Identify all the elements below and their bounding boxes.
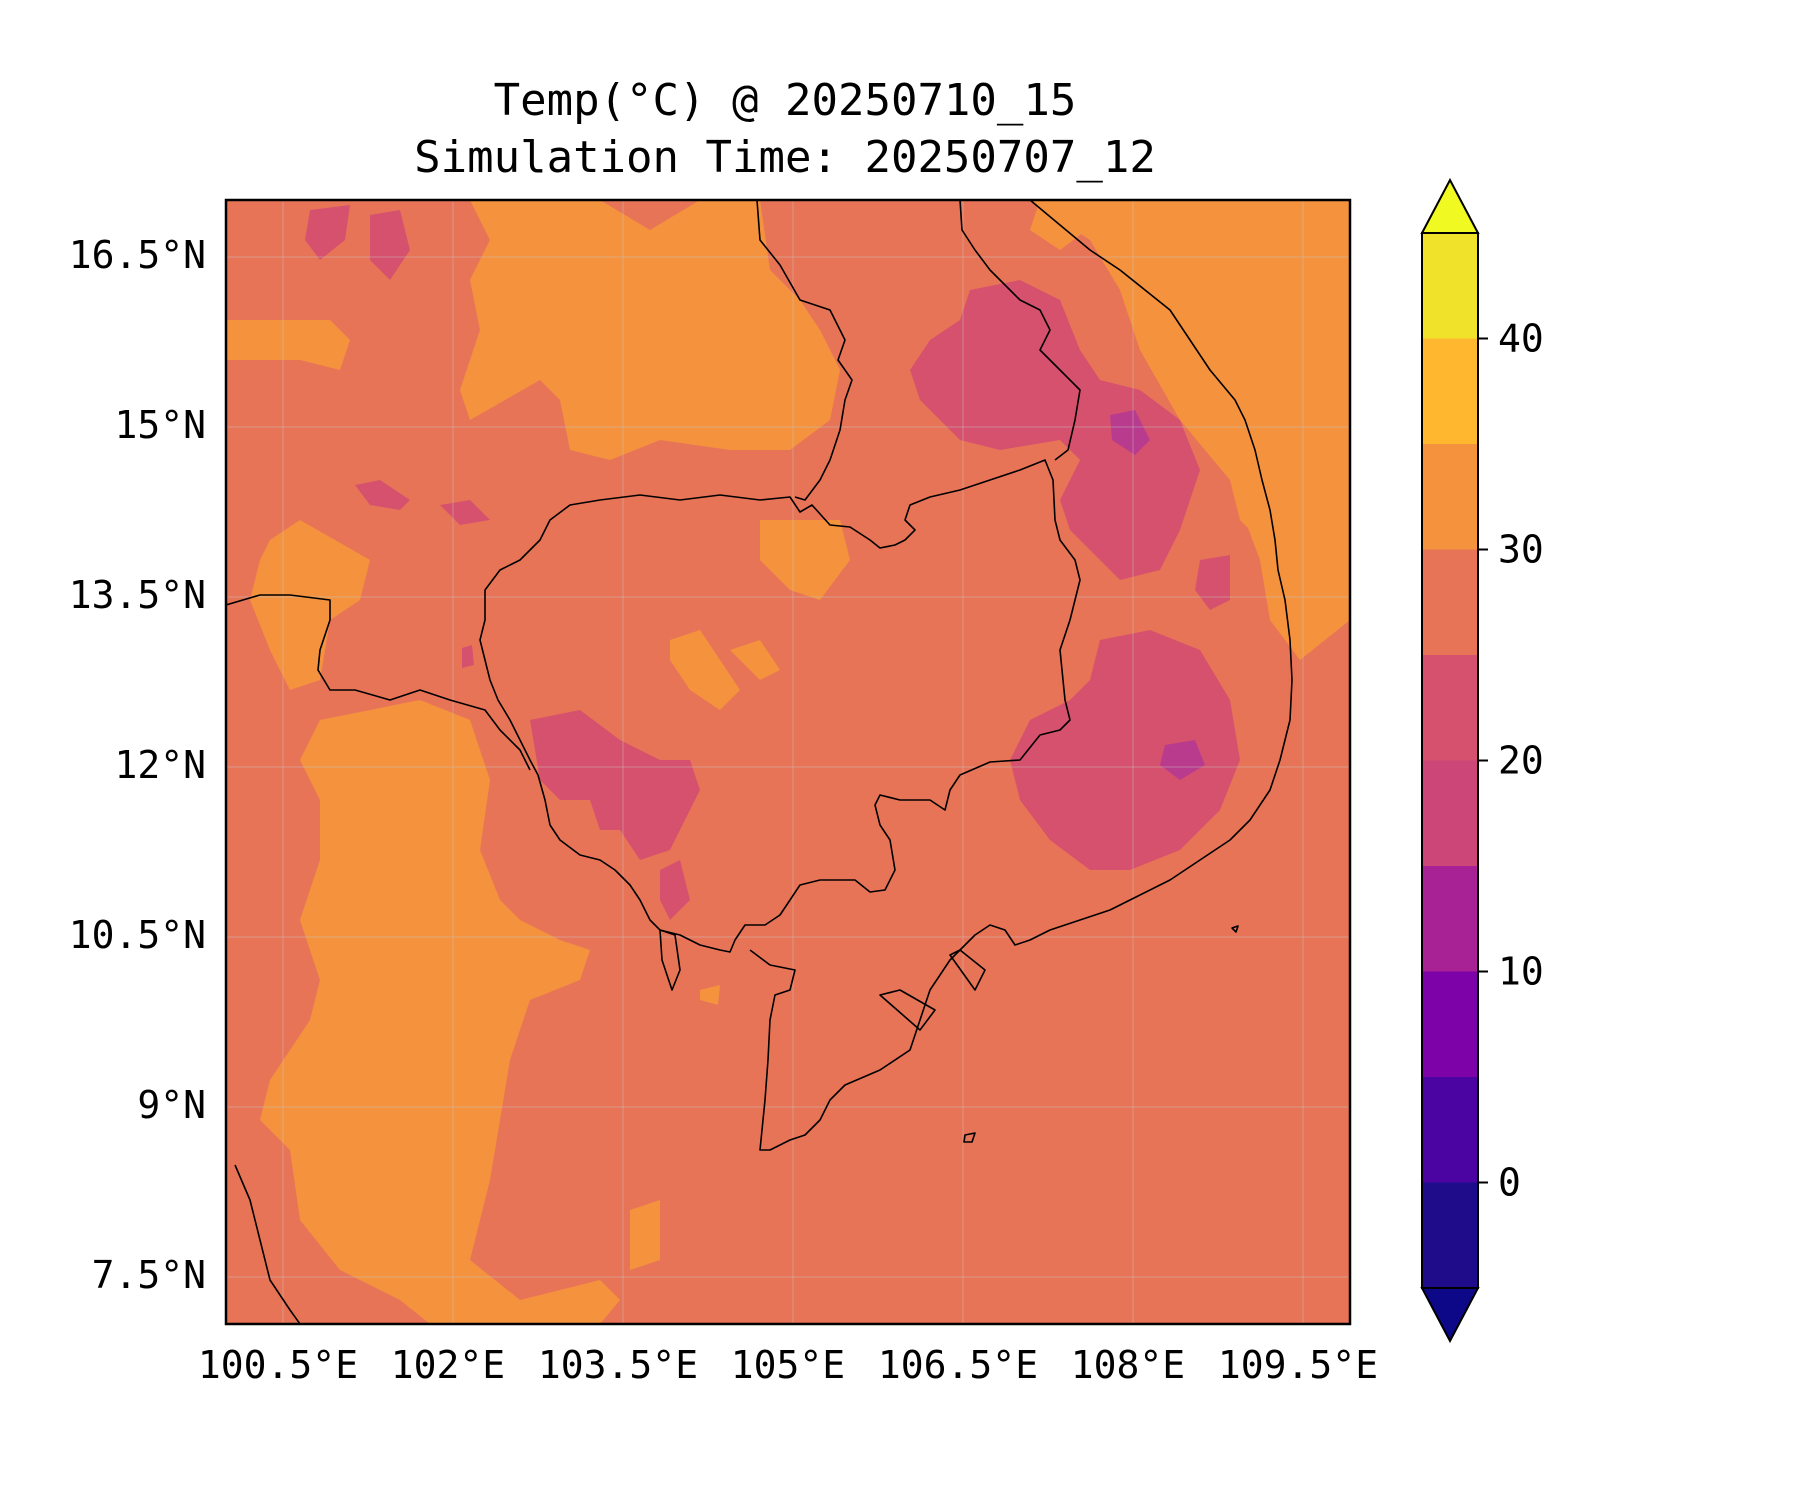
map-frame xyxy=(224,198,1352,1326)
x-tick-label: 103.5°E xyxy=(538,1343,698,1387)
colorbar: 0 10 20 30 40 xyxy=(1420,177,1544,1344)
cambodia-border xyxy=(479,459,1081,953)
title-line-2: Simulation Time: 20250707_12 xyxy=(414,132,1156,183)
title-line-1: Temp(°C) @ 20250710_15 xyxy=(494,75,1077,126)
colorbar-tick-label: 10 xyxy=(1498,950,1544,994)
country-borders-and-coastlines xyxy=(226,200,1293,1324)
colorbar-segment xyxy=(1422,444,1478,550)
map-panel[interactable] xyxy=(226,200,1350,1324)
colorbar-segment xyxy=(1422,338,1478,444)
thailand-myanmar-border xyxy=(226,594,531,771)
vietnam-coast xyxy=(749,200,1293,1151)
colorbar-tick-label: 40 xyxy=(1498,317,1544,361)
colorbar-segment xyxy=(1422,1182,1478,1288)
colorbar-tick-label: 20 xyxy=(1498,739,1544,783)
cold-temperature-regions xyxy=(1110,410,1205,780)
y-tick-label: 7.5°N xyxy=(92,1253,206,1297)
thailand-west-coast xyxy=(234,1164,301,1324)
x-tick-label: 105°E xyxy=(731,1343,845,1387)
x-tick-labels: 100.5°E 102°E 103.5°E 105°E 106.5°E 108°… xyxy=(198,1343,1378,1387)
x-tick-label: 106.5°E xyxy=(878,1343,1038,1387)
colorbar-ticks: 0 10 20 30 40 xyxy=(1478,317,1544,1205)
mekong-delta-islands xyxy=(879,949,986,1031)
colorbar-segments xyxy=(1422,233,1478,1288)
colorbar-segment xyxy=(1422,760,1478,866)
laos-vietnam-border xyxy=(959,200,1081,461)
small-island-east xyxy=(1231,925,1239,933)
x-tick-label: 109.5°E xyxy=(1218,1343,1378,1387)
warm-temperature-regions xyxy=(226,200,1350,1324)
cool-temperature-regions xyxy=(305,205,1240,920)
colorbar-segment xyxy=(1422,233,1478,339)
colorbar-segment xyxy=(1422,655,1478,761)
x-tick-label: 102°E xyxy=(391,1343,505,1387)
y-tick-label: 15°N xyxy=(114,403,206,447)
island-con-son xyxy=(963,1132,976,1143)
colorbar-tick-label: 30 xyxy=(1498,528,1544,572)
y-tick-labels: 16.5°N 15°N 13.5°N 12°N 10.5°N 9°N 7.5°N xyxy=(69,233,206,1297)
x-tick-label: 100.5°E xyxy=(198,1343,358,1387)
map-gridlines xyxy=(226,200,1350,1324)
island-phu-quoc xyxy=(659,929,681,991)
y-tick-label: 12°N xyxy=(114,743,206,787)
colorbar-tick-label: 0 xyxy=(1498,1161,1521,1205)
thailand-laos-border xyxy=(756,200,853,501)
colorbar-segment xyxy=(1422,1077,1478,1183)
colorbar-segment xyxy=(1422,866,1478,972)
colorbar-segment xyxy=(1422,971,1478,1077)
colorbar-extend-max-triangle xyxy=(1420,177,1480,234)
colorbar-extend-min-triangle xyxy=(1420,1287,1480,1344)
y-tick-label: 13.5°N xyxy=(69,573,206,617)
y-tick-label: 9°N xyxy=(137,1083,206,1127)
y-tick-label: 16.5°N xyxy=(69,233,206,277)
x-tick-label: 108°E xyxy=(1071,1343,1185,1387)
y-tick-label: 10.5°N xyxy=(69,913,206,957)
colorbar-segment xyxy=(1422,549,1478,655)
